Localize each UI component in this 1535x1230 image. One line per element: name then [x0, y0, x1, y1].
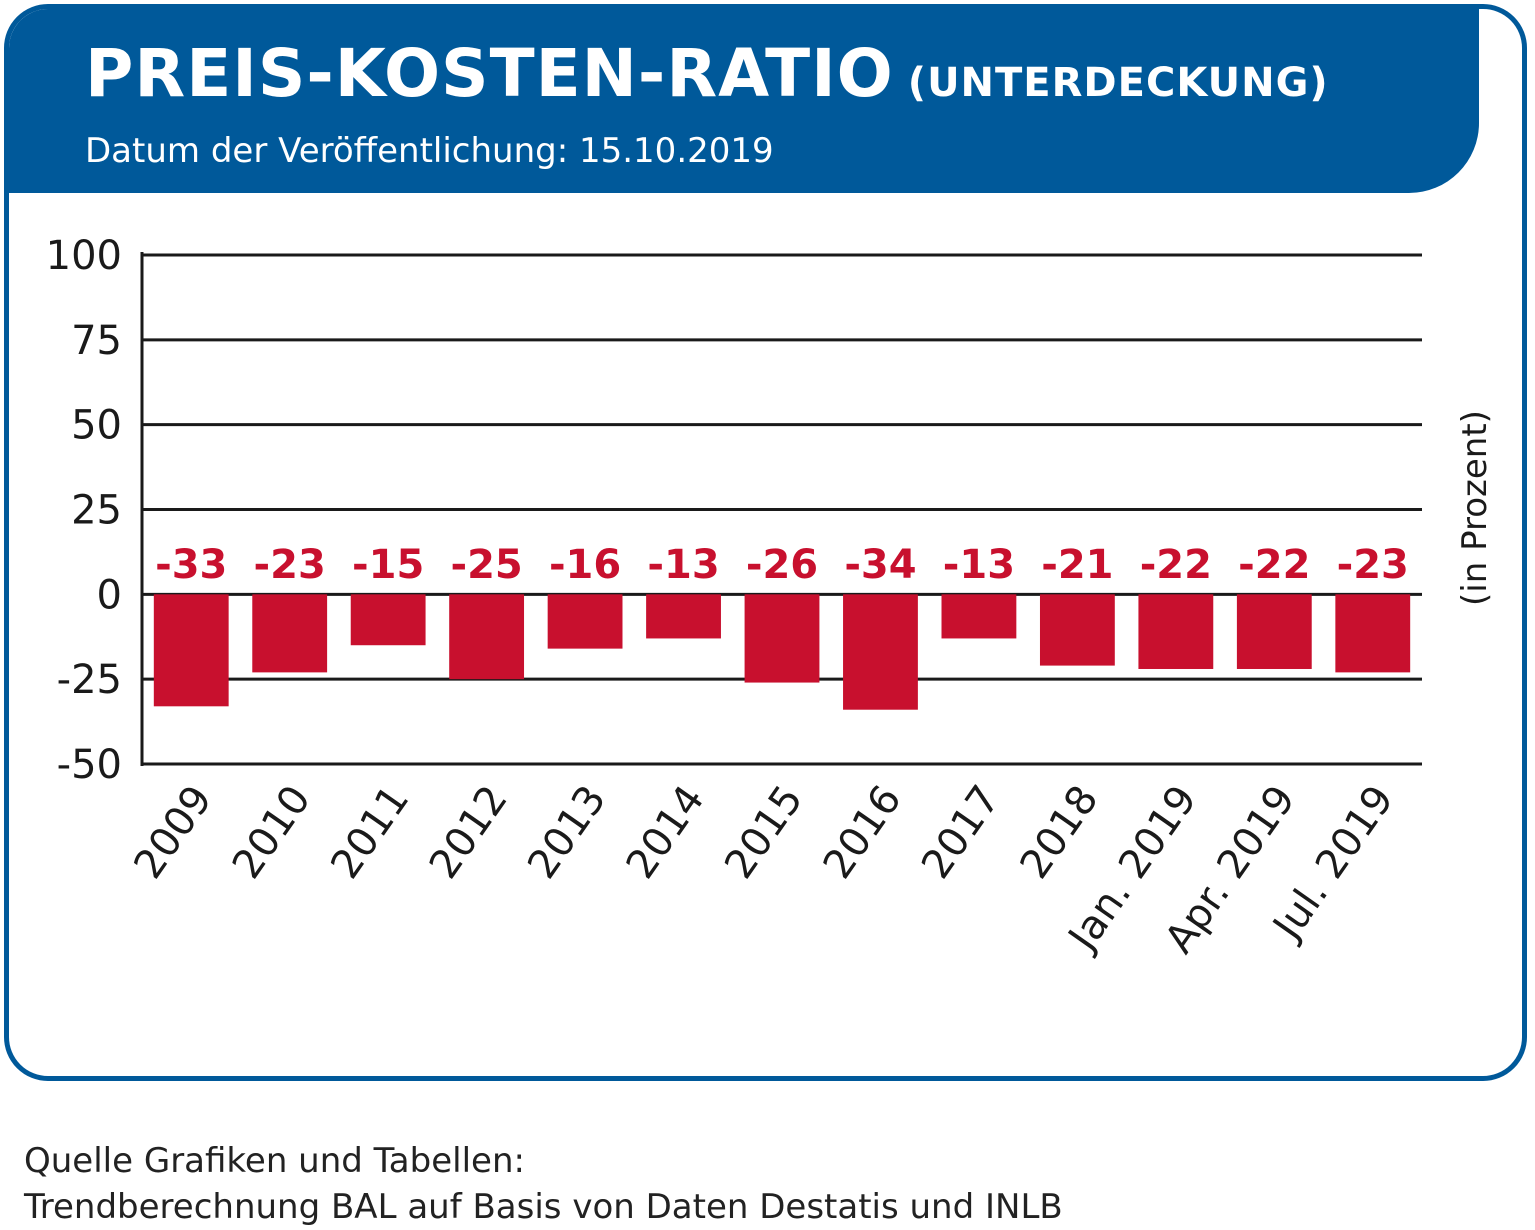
source-line-2: Trendberechnung BAL auf Basis von Daten …: [24, 1187, 1063, 1227]
x-tick-label: 2009: [125, 777, 221, 887]
bar: [843, 594, 918, 710]
x-tick-label: 2016: [815, 777, 911, 887]
data-label: -21: [1041, 542, 1113, 588]
x-tick-label: 2018: [1012, 777, 1108, 887]
data-label: -33: [155, 542, 227, 588]
bar: [1138, 594, 1214, 669]
data-label: -25: [450, 542, 522, 588]
bar: [449, 594, 525, 680]
x-tick-label: 2015: [716, 777, 812, 887]
bar: [350, 594, 426, 646]
x-tick-label: 2017: [913, 777, 1009, 887]
y-tick-label: 75: [71, 318, 122, 364]
source-note: Quelle Grafiken und Tabellen: Trendberec…: [24, 1138, 1063, 1230]
bar: [744, 594, 820, 683]
x-tick-label: 2013: [519, 777, 615, 887]
data-label: -15: [352, 542, 424, 588]
publication-date: Datum der Veröffentlichung: 15.10.2019: [85, 131, 774, 171]
x-tick-label: 2011: [322, 777, 418, 887]
x-tick-label: 2014: [618, 777, 714, 887]
data-label: -22: [1238, 542, 1310, 588]
y-tick-label: 50: [71, 403, 122, 449]
bar: [1335, 594, 1411, 673]
grid-lines: [142, 253, 1422, 766]
data-label: -13: [943, 542, 1015, 588]
source-line-1: Quelle Grafiken und Tabellen:: [24, 1141, 525, 1181]
bar: [941, 594, 1017, 639]
data-label: -34: [844, 542, 916, 588]
y-tick-label: 0: [97, 572, 122, 618]
data-label: -26: [746, 542, 818, 588]
x-axis-ticks: 2009 2010 2011 2012 2013 2014 2015 2016 2017 2018…: [125, 777, 1403, 961]
y-axis-ticks: 100 75 50 25 0 -25 -50: [46, 233, 122, 788]
y-tick-label: 100: [46, 233, 122, 279]
bar: [646, 594, 721, 639]
chart-title-main: PREIS-KOSTEN-RATIO: [85, 35, 894, 112]
header-banner: PREIS-KOSTEN-RATIO (UNTERDECKUNG) Datum d…: [9, 9, 1479, 193]
bar: [1236, 594, 1312, 669]
bar: [547, 594, 623, 649]
bars: [153, 594, 1411, 710]
y-tick-label: 25: [71, 488, 122, 534]
chart-title-suffix: (UNTERDECKUNG): [907, 60, 1329, 106]
y-tick-label: -25: [57, 657, 122, 703]
x-tick-label: 2010: [224, 777, 320, 887]
data-label: -13: [647, 542, 719, 588]
bar: [252, 594, 328, 673]
data-label: -23: [1337, 542, 1409, 588]
bar: [153, 594, 229, 707]
x-tick-label: 2012: [421, 777, 517, 887]
chart-frame: PREIS-KOSTEN-RATIO (UNTERDECKUNG) Datum d…: [4, 4, 1527, 1081]
y-tick-label: -50: [57, 742, 122, 788]
y-axis-label: (in Prozent): [1455, 410, 1495, 606]
chart-title: PREIS-KOSTEN-RATIO (UNTERDECKUNG): [85, 35, 1329, 112]
data-label: -16: [549, 542, 621, 588]
data-label: -23: [254, 542, 326, 588]
data-labels: -33 -23 -15 -25 -16 -13 -26 -34 -13 -21 -22 -22 -23: [155, 542, 1409, 588]
bar: [1039, 594, 1115, 666]
data-label: -22: [1140, 542, 1212, 588]
